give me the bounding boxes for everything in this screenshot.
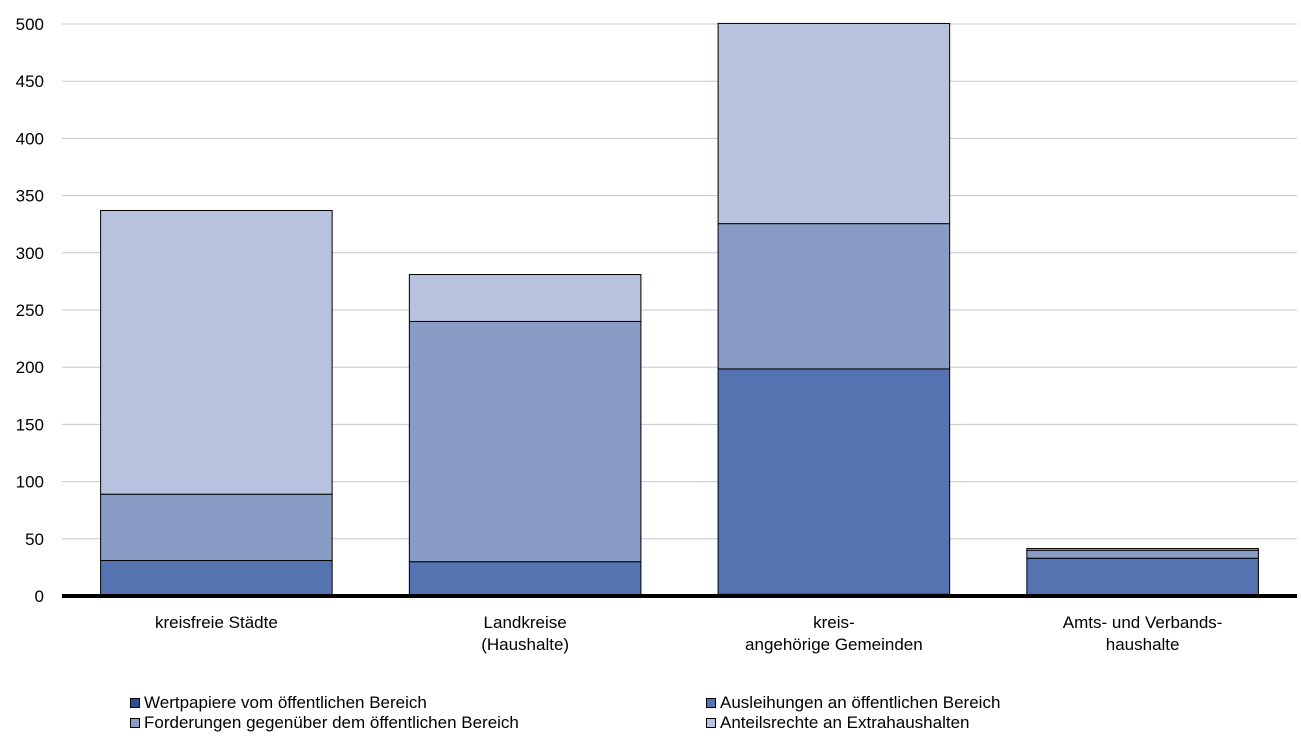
- legend-item: Anteilsrechte an Extrahaushalten: [706, 713, 970, 733]
- x-category-label: Landkreise: [484, 613, 567, 632]
- bar-segment: [1026, 549, 1259, 559]
- y-tick-label: 350: [16, 187, 44, 206]
- y-tick-label: 500: [16, 15, 44, 34]
- legend-label: Anteilsrechte an Extrahaushalten: [720, 713, 970, 732]
- y-tick-label: 450: [16, 72, 44, 91]
- legend-swatch: [130, 718, 140, 728]
- legend-label: Forderungen gegenüber dem öffentlichen B…: [144, 713, 519, 732]
- legend-swatch: [706, 718, 716, 728]
- y-tick-label: 150: [16, 415, 44, 434]
- bar-stacks: [100, 22, 1259, 597]
- x-category-label: (Haushalte): [481, 635, 569, 654]
- y-tick-label: 300: [16, 244, 44, 263]
- x-category-label: kreisfreie Städte: [155, 613, 278, 632]
- y-axis-tick-labels: 0 50 100 150 200 250 300 350 400 450 500: [16, 15, 44, 606]
- legend-item: Forderungen gegenüber dem öffentlichen B…: [130, 713, 519, 733]
- y-tick-label: 100: [16, 473, 44, 492]
- y-tick-label: 0: [35, 587, 44, 606]
- bar-segment: [408, 320, 642, 563]
- bar-segment: [717, 368, 951, 595]
- bar-segment: [717, 22, 951, 225]
- bar-segment: [408, 561, 642, 597]
- y-tick-label: 250: [16, 301, 44, 320]
- bar-segment: [717, 223, 951, 370]
- y-tick-label: 400: [16, 129, 44, 148]
- legend-item: Wertpapiere vom öffentlichen Bereich: [130, 693, 427, 713]
- x-axis-category-labels: kreisfreie Städte Landkreise (Haushalte) kr…: [155, 613, 1223, 654]
- y-tick-label: 50: [25, 530, 44, 549]
- y-tick-label: 200: [16, 358, 44, 377]
- x-category-label: haushalte: [1106, 635, 1180, 654]
- bar-segment: [100, 493, 333, 562]
- bar-segment: [100, 560, 333, 597]
- legend-swatch: [130, 698, 140, 708]
- bar-segment: [408, 274, 642, 322]
- bar-segment: [100, 209, 333, 495]
- legend-label: Ausleihungen an öffentlichen Bereich: [720, 693, 1001, 712]
- x-category-label: angehörige Gemeinden: [745, 635, 923, 654]
- legend-item: Ausleihungen an öffentlichen Bereich: [706, 693, 1000, 713]
- bar-segment: [1026, 557, 1259, 597]
- x-category-label: Amts- und Verbands-: [1063, 613, 1223, 632]
- legend-swatch: [706, 698, 716, 708]
- bar-segment: [1026, 548, 1259, 551]
- x-category-label: kreis-: [813, 613, 855, 632]
- legend-label: Wertpapiere vom öffentlichen Bereich: [144, 693, 427, 712]
